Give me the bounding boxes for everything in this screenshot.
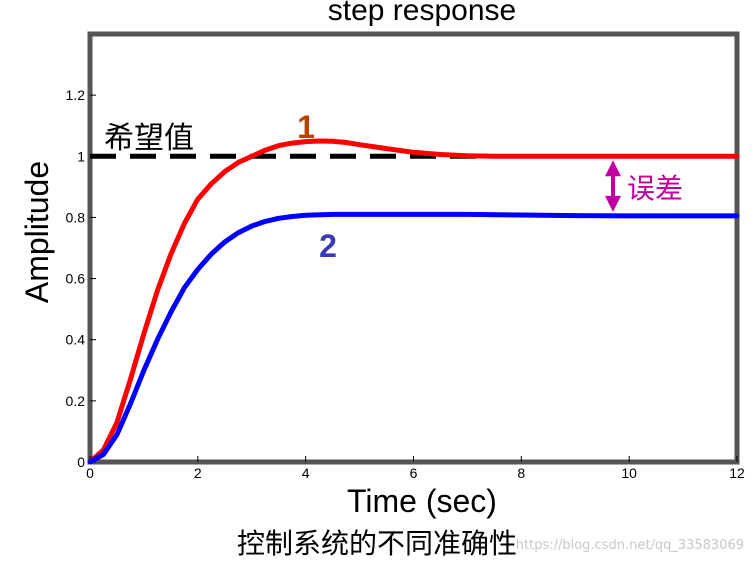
x-tick-label: 8 bbox=[517, 465, 525, 481]
x-tick-label: 0 bbox=[86, 465, 94, 481]
desired-value-label: 希望值 bbox=[104, 121, 194, 156]
watermark-text: https://blog.csdn.net/qq_33583069 bbox=[515, 538, 744, 553]
y-tick-label: 1 bbox=[77, 148, 85, 164]
error-arrow-down-head bbox=[604, 195, 621, 212]
y-tick-label: 0.4 bbox=[66, 332, 86, 348]
error-arrow-up-head bbox=[604, 160, 621, 177]
curve-1-label: 1 bbox=[297, 109, 315, 145]
x-tick-label: 4 bbox=[302, 465, 310, 481]
chart-title: step response bbox=[328, 0, 516, 27]
x-tick-label: 10 bbox=[621, 465, 637, 481]
y-tick-label: 0 bbox=[77, 454, 85, 470]
x-axis-label: Time (sec) bbox=[347, 483, 497, 519]
curve-2-label: 2 bbox=[319, 228, 337, 264]
plot-frame bbox=[87, 31, 740, 465]
y-tick-label: 1.2 bbox=[66, 87, 86, 103]
y-tick-label: 0.6 bbox=[66, 271, 86, 287]
error-label: 误差 bbox=[627, 172, 683, 205]
axes bbox=[87, 31, 740, 465]
x-tick-label: 12 bbox=[729, 465, 745, 481]
x-tick-label: 2 bbox=[194, 465, 202, 481]
y-axis-label: Amplitude bbox=[19, 161, 55, 303]
series-layer bbox=[87, 138, 740, 465]
annotation-layer: 希望值 1 2 误差 bbox=[104, 109, 683, 264]
x-tick-label: 6 bbox=[410, 465, 418, 481]
y-tick-label: 0.8 bbox=[66, 209, 86, 225]
figure-caption: 控制系统的不同准确性 bbox=[236, 527, 517, 560]
series-line-2 bbox=[87, 211, 740, 465]
y-tick-label: 0.2 bbox=[66, 393, 86, 409]
series-line-1 bbox=[87, 138, 740, 465]
